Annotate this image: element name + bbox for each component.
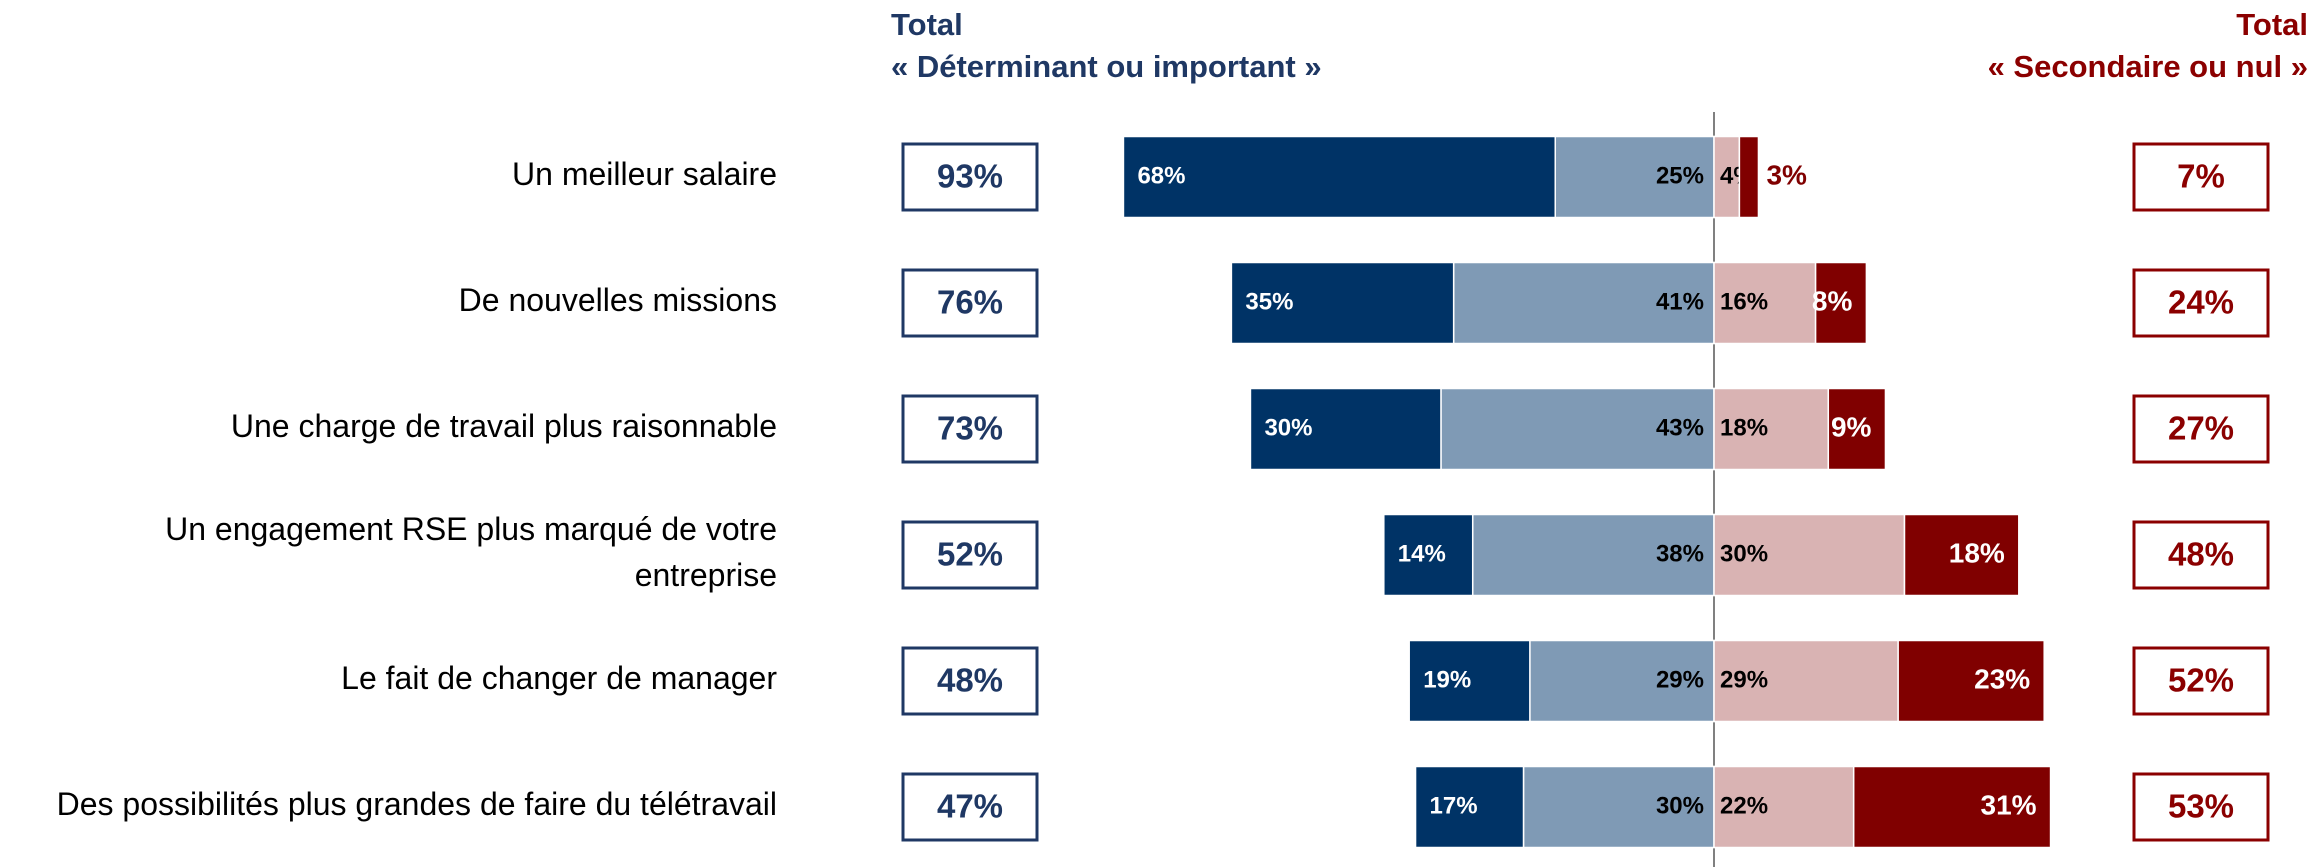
category-label: Des possibilités plus grandes de faire d… — [57, 786, 777, 822]
data-label: 35% — [1245, 288, 1293, 315]
total-label: 47% — [937, 788, 1003, 825]
category-label: Le fait de changer de manager — [341, 660, 777, 696]
data-label: 31% — [1981, 789, 2037, 820]
total-label: 27% — [2168, 410, 2234, 447]
total-label: 76% — [937, 284, 1003, 321]
left-header: « Déterminant ou important » — [891, 49, 1322, 84]
data-label: 29% — [1656, 666, 1704, 693]
total-box — [2132, 646, 2270, 716]
bar-segment — [1230, 261, 1455, 345]
bar-segment — [1903, 513, 2020, 597]
data-label: 3% — [1766, 159, 1807, 190]
data-label: 22% — [1720, 792, 1768, 819]
data-label: 38% — [1656, 540, 1704, 567]
data-label: 25% — [1656, 162, 1704, 189]
data-label: 19% — [1423, 666, 1471, 693]
data-label: 30% — [1720, 540, 1768, 567]
total-box — [901, 646, 1039, 716]
total-label: 52% — [2168, 662, 2234, 699]
bar-segment — [1713, 387, 1830, 471]
total-box — [2132, 268, 2270, 338]
total-box — [901, 268, 1039, 338]
bar-segment — [1738, 135, 1760, 219]
total-box — [2132, 142, 2270, 212]
total-box — [901, 142, 1039, 212]
total-box — [901, 394, 1039, 464]
data-label: 68% — [1137, 162, 1185, 189]
total-label: 53% — [2168, 788, 2234, 825]
category-label: Un meilleur salaire — [512, 156, 777, 192]
bar-segment — [1414, 765, 1525, 849]
data-label: 41% — [1656, 288, 1704, 315]
right-header: Total — [2236, 7, 2308, 42]
category-label: Un engagement RSE plus marqué de votre en… — [165, 511, 777, 593]
bar-segment — [1713, 765, 1855, 849]
bar-segment — [1713, 513, 1906, 597]
bar-segment — [1522, 765, 1715, 849]
bar-segment — [1249, 387, 1442, 471]
total-box — [901, 520, 1039, 590]
bar-segment — [1713, 135, 1741, 219]
bar-segment — [1408, 639, 1531, 723]
total-label: 7% — [2177, 158, 2225, 195]
total-label: 48% — [2168, 536, 2234, 573]
total-label: 52% — [937, 536, 1003, 573]
bar-segment — [1529, 639, 1715, 723]
data-label: 18% — [1720, 414, 1768, 441]
data-label: 8% — [1812, 285, 1853, 316]
bar-segment — [1814, 261, 1868, 345]
total-box — [2132, 520, 2270, 590]
category-label: De nouvelles missions — [459, 282, 777, 318]
bar-segment — [1713, 639, 1899, 723]
bar-segment — [1122, 135, 1556, 219]
bar-segment — [1827, 387, 1887, 471]
total-label: 93% — [937, 158, 1003, 195]
data-label: 9% — [1831, 411, 1872, 442]
data-label: 14% — [1398, 540, 1446, 567]
data-label: 30% — [1264, 414, 1312, 441]
total-box — [901, 772, 1039, 842]
total-label: 48% — [937, 662, 1003, 699]
data-label: 23% — [1974, 663, 2030, 694]
right-header: « Secondaire ou nul » — [1988, 49, 2308, 84]
data-label: 17% — [1430, 792, 1478, 819]
total-box — [2132, 772, 2270, 842]
data-label: 30% — [1656, 792, 1704, 819]
bar-segment — [1383, 513, 1474, 597]
data-label: 29% — [1720, 666, 1768, 693]
data-label: 18% — [1949, 537, 2005, 568]
category-label: Une charge de travail plus raisonnable — [231, 408, 777, 444]
total-label: 73% — [937, 410, 1003, 447]
data-label: 16% — [1720, 288, 1768, 315]
bar-segment — [1852, 765, 2052, 849]
total-box — [2132, 394, 2270, 464]
left-header: Total — [891, 7, 963, 42]
total-label: 24% — [2168, 284, 2234, 321]
data-label: 43% — [1656, 414, 1704, 441]
bar-segment — [1897, 639, 2045, 723]
